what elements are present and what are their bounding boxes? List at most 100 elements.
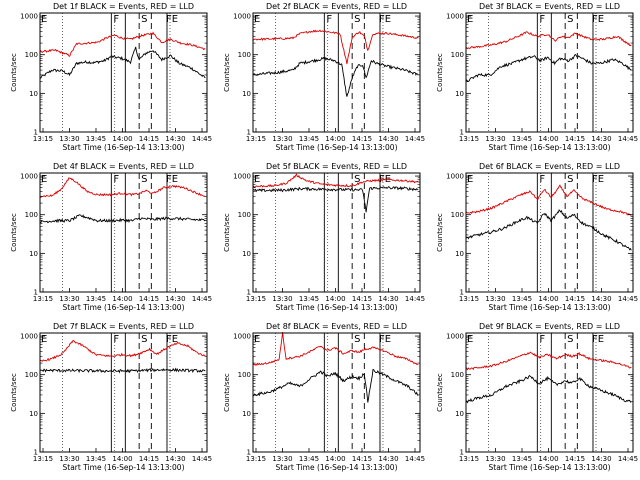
phase-label: E [254,334,260,345]
x-tick-label: 14:00 [325,295,345,303]
panel-title: Det 8f BLACK = Events, RED = LLD [266,322,407,331]
y-tick-label: 100 [25,211,38,219]
x-tick-label: 13:45 [86,135,106,143]
x-tick-label: 14:00 [538,455,558,463]
phase-label: F [539,174,545,185]
detector-panel: Det 8f BLACK = Events, RED = LLD E S FE 1 10 1… [223,322,425,472]
x-tick-label: 14:45 [618,295,638,303]
panel-title: Det 2f BLACK = Events, RED = LLD [266,2,407,11]
y-tick-label: 10 [29,90,38,98]
x-tick-label: 13:30 [485,455,505,463]
x-tick-label: 13:15 [459,455,479,463]
y-tick-label: 1000 [233,173,251,181]
y-tick-label: 1 [34,289,38,297]
phase-label: FE [592,14,604,25]
x-tick-label: 14:00 [538,135,558,143]
x-tick-label: 14:00 [112,295,132,303]
y-tick-label: 100 [238,211,251,219]
x-tick-label: 14:30 [591,455,611,463]
phase-label: F [539,14,545,25]
phase-label: E [41,174,47,185]
phase-label: FE [166,14,178,25]
x-tick-label: 14:15 [352,295,372,303]
detector-panel: Det 9f BLACK = Events, RED = LLD E F S FE 1 10… [436,322,638,472]
phase-label: S [141,174,147,185]
x-tick-label: 13:45 [299,135,319,143]
phase-label: FE [166,334,178,345]
y-axis-label: Counts/sec [10,213,18,252]
y-tick-label: 100 [238,371,251,379]
x-tick-label: 13:30 [59,295,79,303]
y-tick-label: 10 [242,250,251,258]
phase-label: F [113,334,119,345]
events-series-line [465,209,632,251]
x-tick-label: 14:45 [405,135,425,143]
y-tick-label: 100 [238,51,251,59]
detector-panel: Det 2f BLACK = Events, RED = LLD E F S FE 1 10… [223,2,425,152]
plot-frame [465,12,634,133]
x-tick-label: 13:30 [485,295,505,303]
panel-title: Det 9f BLACK = Events, RED = LLD [479,322,620,331]
phase-label: E [41,14,47,25]
x-tick-label: 14:30 [591,295,611,303]
y-tick-label: 10 [242,90,251,98]
phase-label: S [141,14,147,25]
x-tick-label: 14:00 [325,455,345,463]
x-tick-label: 14:15 [565,455,585,463]
x-tick-label: 13:45 [299,455,319,463]
y-axis-label: Counts/sec [436,53,444,92]
x-tick-label: 14:15 [139,455,159,463]
y-tick-label: 1000 [20,333,38,341]
x-tick-label: 13:30 [272,295,292,303]
x-tick-label: 14:30 [165,135,185,143]
y-axis-label: Counts/sec [10,53,18,92]
y-tick-label: 1 [247,129,251,137]
detector-panel: Det 7f BLACK = Events, RED = LLD E F S FE 1 10… [10,322,212,472]
phase-label: E [467,174,473,185]
phase-label: FE [166,174,178,185]
phase-label: S [567,174,573,185]
phase-label: F [113,14,119,25]
lld-series-line [465,31,632,50]
phase-label: FE [592,334,604,345]
y-tick-label: 1 [460,129,464,137]
y-axis-label: Counts/sec [436,213,444,252]
phase-label: E [467,334,473,345]
plot-frame [252,172,421,293]
phase-label: S [354,334,360,345]
x-tick-label: 13:30 [59,135,79,143]
plot-frame [465,332,634,453]
plot-frame [252,12,421,133]
y-tick-label: 100 [451,371,464,379]
lld-series-line [252,332,419,367]
x-tick-label: 13:45 [512,455,532,463]
x-tick-label: 13:30 [485,135,505,143]
x-tick-label: 13:15 [33,295,53,303]
y-tick-label: 100 [25,371,38,379]
plot-frame [39,12,208,133]
x-axis-label: Start Time (16-Sep-14 13:13:00) [489,303,611,312]
events-series-line [252,368,419,403]
detector-panel: Det 6f BLACK = Events, RED = LLD E F S FE 1 10… [436,162,638,312]
x-tick-label: 13:30 [272,135,292,143]
x-tick-label: 14:15 [565,135,585,143]
phase-label: E [254,14,260,25]
panel-title: Det 5f BLACK = Events, RED = LLD [266,162,407,171]
x-tick-label: 14:00 [112,455,132,463]
detector-panel: Det 4f BLACK = Events, RED = LLD E F S FE 1 10… [10,162,212,312]
x-tick-label: 13:15 [459,135,479,143]
x-axis-label: Start Time (16-Sep-14 13:13:00) [63,463,185,472]
plot-frame [39,332,208,453]
detector-panel: Det 1f BLACK = Events, RED = LLD E F S FE 1 10… [10,2,212,152]
x-tick-label: 13:30 [272,455,292,463]
events-series-line [465,374,632,404]
y-tick-label: 100 [451,51,464,59]
x-axis-label: Start Time (16-Sep-14 13:13:00) [276,303,398,312]
events-series-line [39,367,206,374]
phase-label: E [254,174,260,185]
y-axis-label: Counts/sec [223,213,231,252]
lld-series-line [252,173,419,188]
y-tick-label: 10 [29,410,38,418]
plot-frame [252,332,421,453]
